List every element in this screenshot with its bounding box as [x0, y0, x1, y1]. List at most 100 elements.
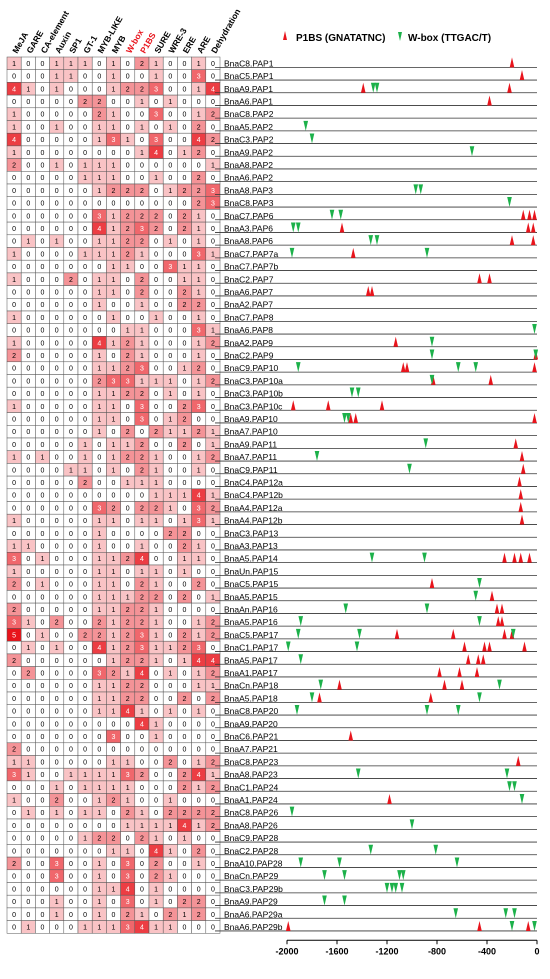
- heatmap-value: 0: [69, 213, 73, 220]
- gene-label: BnaA5.PAP18: [224, 693, 278, 703]
- heatmap-value: 1: [112, 124, 116, 131]
- x-tick-label: -1600: [325, 946, 348, 956]
- heatmap-value: 0: [26, 505, 30, 512]
- heatmap-value: 0: [12, 848, 16, 855]
- wbox-marker: [294, 705, 300, 716]
- heatmap-value: 0: [41, 391, 45, 398]
- heatmap-value: 0: [83, 404, 87, 411]
- heatmap-value: 0: [12, 531, 16, 538]
- heatmap-value: 1: [97, 416, 101, 423]
- gene-label: BnaCn.PAP29: [224, 871, 278, 881]
- heatmap-value: 2: [197, 429, 201, 436]
- heatmap-value: 0: [168, 696, 172, 703]
- heatmap-value: 0: [26, 442, 30, 449]
- heatmap-value: 1: [112, 759, 116, 766]
- wbox-marker: [512, 781, 517, 792]
- heatmap-value: 0: [26, 175, 30, 182]
- heatmap-value: 0: [41, 569, 45, 576]
- heatmap-value: 0: [55, 226, 59, 233]
- wbox-marker: [309, 692, 315, 703]
- heatmap-value: 2: [140, 467, 144, 474]
- wbox-legend-marker: [398, 32, 402, 41]
- heatmap-value: 1: [97, 912, 101, 919]
- heatmap-value: 0: [126, 124, 130, 131]
- wbox-marker: [384, 882, 390, 893]
- heatmap-value: 0: [12, 99, 16, 106]
- heatmap-value: 0: [41, 721, 45, 728]
- heatmap-value: 1: [97, 582, 101, 589]
- heatmap-value: 1: [112, 239, 116, 246]
- heatmap-value: 0: [12, 709, 16, 716]
- gene-label: BnaC3.PAP10a: [224, 376, 283, 386]
- heatmap-value: 1: [83, 61, 87, 68]
- heatmap-value: 0: [55, 353, 59, 360]
- p1bs-marker: [442, 679, 447, 690]
- heatmap-value: 1: [197, 556, 201, 563]
- heatmap-value: 0: [211, 797, 215, 804]
- heatmap-value: 0: [183, 886, 187, 893]
- heatmap-value: 0: [69, 162, 73, 169]
- heatmap-value: 2: [197, 201, 201, 208]
- heatmap-value: 0: [41, 747, 45, 754]
- heatmap-value: 1: [183, 277, 187, 284]
- heatmap-value: 1: [112, 785, 116, 792]
- wbox-marker: [295, 362, 301, 373]
- gene-label: BnaA1.PAP17: [224, 668, 278, 678]
- p1bs-marker: [337, 679, 342, 690]
- heatmap-value: 0: [55, 734, 59, 741]
- heatmap-value: 0: [12, 810, 16, 817]
- heatmap-value: 0: [126, 289, 130, 296]
- heatmap-value: 0: [126, 518, 130, 525]
- heatmap-value: 1: [197, 455, 201, 462]
- heatmap-value: 0: [168, 289, 172, 296]
- p1bs-marker: [487, 641, 492, 652]
- heatmap-value: 0: [112, 493, 116, 500]
- heatmap-value: 0: [69, 188, 73, 195]
- heatmap-value: 1: [112, 289, 116, 296]
- heatmap-value: 1: [197, 378, 201, 385]
- heatmap-value: 2: [211, 823, 215, 830]
- heatmap-value: 0: [55, 455, 59, 462]
- heatmap-value: 0: [55, 277, 59, 284]
- heatmap-value: 1: [197, 683, 201, 690]
- p1bs-marker: [532, 362, 537, 373]
- heatmap-value: 3: [126, 861, 130, 868]
- heatmap-value: 0: [83, 531, 87, 538]
- heatmap-value: 0: [26, 797, 30, 804]
- wbox-marker: [393, 882, 399, 893]
- heatmap-value: 0: [211, 556, 215, 563]
- heatmap-value: 0: [211, 924, 215, 931]
- wbox-marker: [342, 870, 347, 881]
- heatmap-value: 3: [154, 86, 158, 93]
- heatmap-value: 0: [197, 162, 201, 169]
- heatmap-value: 1: [126, 480, 130, 487]
- heatmap-value: 0: [55, 467, 59, 474]
- heatmap-value: 2: [183, 404, 187, 411]
- wbox-marker: [497, 679, 502, 690]
- heatmap-value: 1: [97, 924, 101, 931]
- heatmap-value: 0: [26, 315, 30, 322]
- heatmap-value: 0: [41, 74, 45, 81]
- heatmap-value: 2: [154, 429, 158, 436]
- heatmap-value: 1: [97, 518, 101, 525]
- heatmap-value: 0: [126, 315, 130, 322]
- heatmap-value: 2: [69, 277, 73, 284]
- heatmap-value: 4: [197, 137, 201, 144]
- heatmap-value: 2: [112, 797, 116, 804]
- heatmap-value: 0: [183, 467, 187, 474]
- heatmap-value: 0: [197, 416, 201, 423]
- heatmap-value: 0: [140, 201, 144, 208]
- heatmap-value: 1: [154, 378, 158, 385]
- heatmap-value: 0: [26, 785, 30, 792]
- heatmap-value: 0: [55, 836, 59, 843]
- heatmap-value: 1: [183, 569, 187, 576]
- heatmap-value: 1: [154, 61, 158, 68]
- heatmap-value: 0: [168, 442, 172, 449]
- x-tick-label: -1200: [375, 946, 398, 956]
- heatmap-value: 0: [97, 61, 101, 68]
- heatmap-value: 0: [41, 531, 45, 538]
- heatmap-value: 0: [126, 112, 130, 119]
- heatmap-value: 1: [126, 137, 130, 144]
- heatmap-value: 1: [126, 785, 130, 792]
- heatmap-value: 2: [211, 696, 215, 703]
